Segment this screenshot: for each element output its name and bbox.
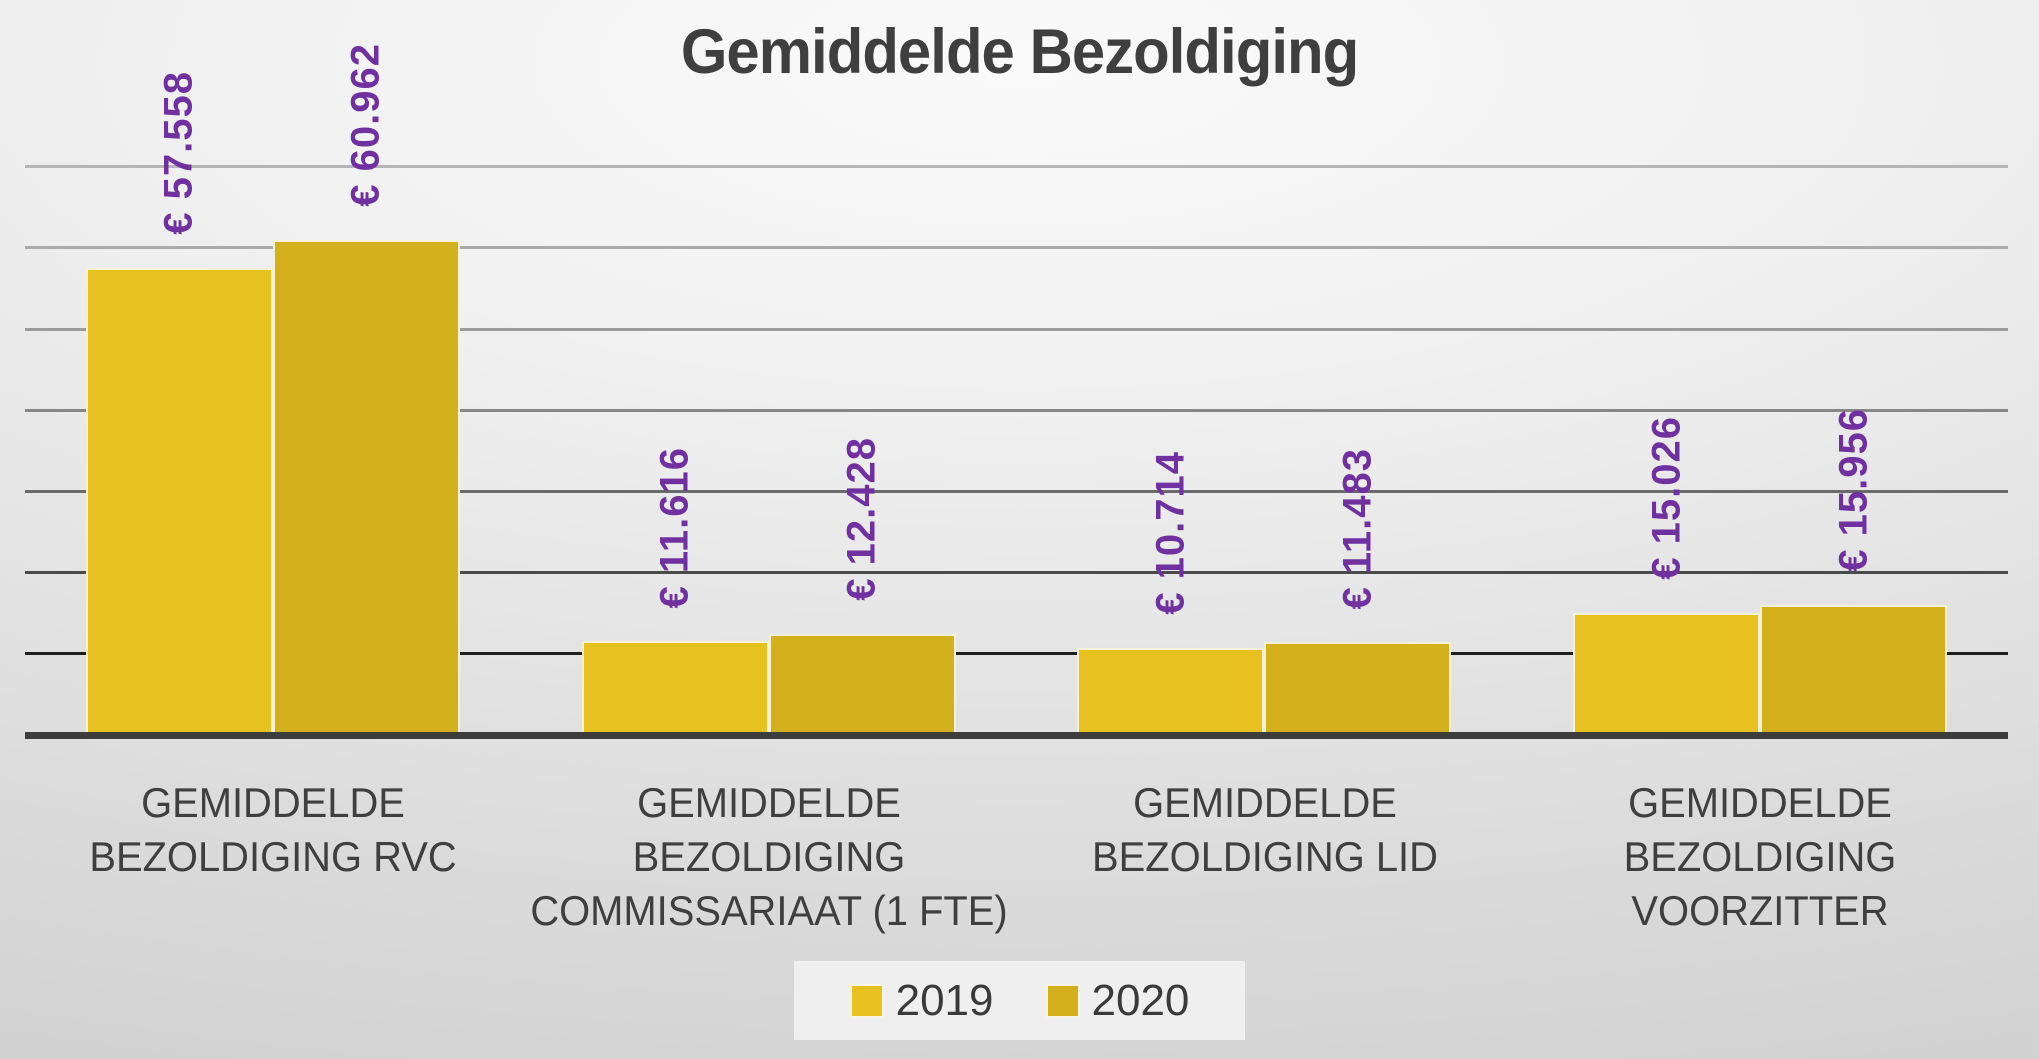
category-label-line: GEMIDDELDE bbox=[1133, 779, 1397, 826]
data-label-2020-cat4: € 15.956 bbox=[1831, 408, 1876, 572]
category-label-4: GEMIDDELDE BEZOLDIGING VOORZITTER bbox=[1492, 776, 2028, 938]
legend: 2019 2020 bbox=[0, 961, 2039, 1040]
category-label-2: GEMIDDELDE BEZOLDIGING COMMISSARIAAT (1 FT… bbox=[501, 776, 1037, 938]
legend-swatch-icon bbox=[849, 983, 884, 1018]
data-label-2019-cat1: € 57.558 bbox=[156, 71, 201, 235]
category-label-line: GEMIDDELDE bbox=[141, 779, 405, 826]
category-label-line: BEZOLDIGING RVC bbox=[89, 833, 457, 880]
category-label-line: BEZOLDIGING LID bbox=[1092, 833, 1438, 880]
category-label-line: BEZOLDIGING bbox=[632, 833, 906, 880]
gridline bbox=[25, 165, 2008, 168]
legend-swatch-icon bbox=[1045, 983, 1080, 1018]
gridline bbox=[25, 328, 2008, 331]
chart-title: Gemiddelde Bezoldiging bbox=[680, 17, 1359, 87]
category-label-line: COMMISSARIAAT (1 FTE) bbox=[530, 887, 1008, 934]
category-label-line: GEMIDDELDE bbox=[637, 779, 901, 826]
data-label-2019-cat4: € 15.026 bbox=[1644, 416, 1689, 580]
category-label-line: GEMIDDELDE bbox=[1628, 779, 1892, 826]
category-label-line: BEZOLDIGING bbox=[1623, 833, 1897, 880]
gridline bbox=[25, 571, 2008, 574]
chart-title-area: Gemiddelde Bezoldiging bbox=[0, 16, 2039, 88]
gridline bbox=[25, 490, 2008, 493]
plot-area: € 57.558 € 11.616 € 10.714 € 15.026 € 60.962… bbox=[25, 0, 2008, 1059]
bar-2020-cat3 bbox=[1264, 642, 1451, 735]
data-label-2020-cat3: € 11.483 bbox=[1335, 447, 1380, 610]
legend-box: 2019 2020 bbox=[793, 961, 1246, 1040]
data-label-2019-cat2: € 11.616 bbox=[652, 446, 697, 609]
category-label-3: GEMIDDELDE BEZOLDIGING LID bbox=[997, 776, 1533, 884]
bar-2019-cat1 bbox=[86, 268, 273, 735]
bar-2019-cat4 bbox=[1573, 613, 1760, 735]
bar-2020-cat1 bbox=[273, 240, 460, 735]
legend-item-2020: 2020 bbox=[1045, 975, 1190, 1026]
gridline bbox=[25, 409, 2008, 412]
bar-2019-cat2 bbox=[582, 641, 769, 735]
x-axis-line bbox=[25, 732, 2008, 739]
legend-item-2019: 2019 bbox=[849, 975, 994, 1026]
bar-2020-cat4 bbox=[1760, 605, 1947, 735]
bar-2020-cat2 bbox=[769, 634, 956, 735]
category-label-line: VOORZITTER bbox=[1631, 887, 1889, 934]
legend-label: 2019 bbox=[895, 975, 994, 1025]
category-label-1: GEMIDDELDE BEZOLDIGING RVC bbox=[5, 776, 541, 884]
legend-label: 2020 bbox=[1091, 975, 1190, 1025]
gridline bbox=[25, 652, 2008, 655]
data-label-2019-cat3: € 10.714 bbox=[1148, 451, 1193, 615]
bar-2019-cat3 bbox=[1077, 648, 1264, 735]
data-label-2020-cat2: € 12.428 bbox=[839, 437, 884, 601]
gridline bbox=[25, 246, 2008, 249]
